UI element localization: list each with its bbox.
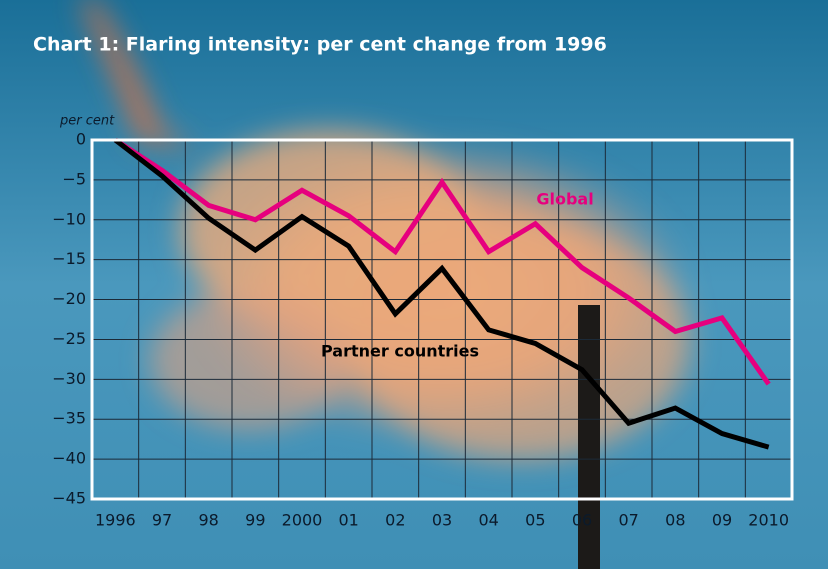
x-tick-label: 01 bbox=[338, 511, 358, 530]
series-label: Partner countries bbox=[321, 342, 479, 361]
x-tick-label: 05 bbox=[525, 511, 545, 530]
x-tick-label: 2000 bbox=[282, 511, 323, 530]
x-tick-label: 99 bbox=[245, 511, 265, 530]
x-tick-label: 97 bbox=[152, 511, 172, 530]
series-line bbox=[113, 138, 770, 450]
y-tick-label: −20 bbox=[52, 289, 86, 308]
x-tick-label: 06 bbox=[572, 511, 592, 530]
x-tick-label: 08 bbox=[665, 511, 685, 530]
x-tick-label: 07 bbox=[618, 511, 638, 530]
series-line bbox=[113, 137, 771, 386]
y-tick-label: −25 bbox=[52, 329, 86, 348]
x-tick-label: 98 bbox=[198, 511, 218, 530]
plot-frame bbox=[90, 138, 794, 501]
x-tick-label: 02 bbox=[385, 511, 405, 530]
x-tick-label: 2010 bbox=[748, 511, 789, 530]
y-tick-label: −45 bbox=[52, 489, 86, 508]
y-tick-label: −30 bbox=[52, 369, 86, 388]
series-label: Global bbox=[536, 190, 593, 209]
x-tick-label: 1996 bbox=[95, 511, 136, 530]
y-tick-label: −40 bbox=[52, 449, 86, 468]
x-tick-label: 03 bbox=[432, 511, 452, 530]
y-axis-label: per cent bbox=[59, 114, 115, 129]
chart-title: Chart 1: Flaring intensity: per cent cha… bbox=[33, 34, 607, 56]
y-tick-label: 0 bbox=[76, 130, 86, 149]
y-tick-label: −10 bbox=[52, 209, 86, 228]
x-tick-label: 04 bbox=[478, 511, 498, 530]
y-tick-label: −15 bbox=[52, 249, 86, 268]
x-tick-label: 09 bbox=[712, 511, 732, 530]
y-tick-label: −35 bbox=[52, 409, 86, 428]
y-tick-label: −5 bbox=[62, 169, 86, 188]
